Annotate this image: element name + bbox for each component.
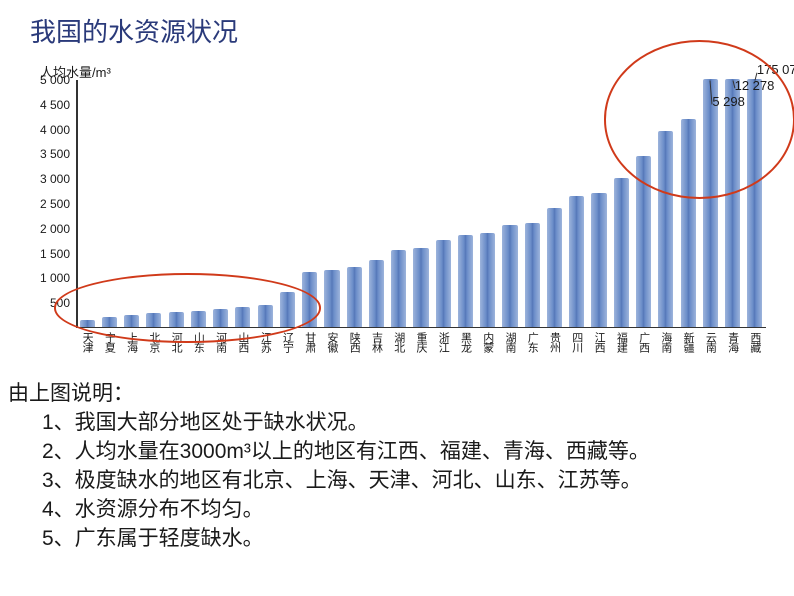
chart-container: 人均水量/m³ 5 0004 5004 0003 5003 0002 5002 … bbox=[20, 62, 770, 372]
y-tick-label: 1 000 bbox=[40, 271, 70, 285]
x-tick-label: 云南 bbox=[704, 332, 715, 352]
page-title: 我国的水资源状况 bbox=[30, 12, 238, 49]
y-tick-label: 2 000 bbox=[40, 222, 70, 236]
y-tick-label: 1 500 bbox=[40, 247, 70, 261]
x-tick-label: 湖南 bbox=[504, 332, 515, 352]
bar bbox=[347, 267, 362, 327]
explanation-item: 3、极度缺水的地区有北京、上海、天津、河北、山东、江苏等。 bbox=[8, 467, 786, 496]
x-tick-label: 新疆 bbox=[682, 332, 693, 352]
bar bbox=[569, 196, 584, 327]
bar bbox=[413, 248, 428, 327]
explanation-item: 1、我国大部分地区处于缺水状况。 bbox=[8, 409, 786, 438]
y-tick-label: 4 500 bbox=[40, 98, 70, 112]
explanation-block: 由上图说明： 1、我国大部分地区处于缺水状况。2、人均水量在3000m³以上的地… bbox=[8, 380, 786, 554]
y-tick-label: 5 000 bbox=[40, 73, 70, 87]
bar bbox=[591, 193, 606, 327]
bar bbox=[480, 233, 495, 327]
x-tick-label: 浙江 bbox=[437, 332, 448, 352]
x-tick-label: 湖北 bbox=[393, 332, 404, 352]
x-tick-label: 青海 bbox=[727, 332, 738, 352]
y-tick-label: 3 500 bbox=[40, 147, 70, 161]
explanation-item: 5、广东属于轻度缺水。 bbox=[8, 525, 786, 554]
ellipse-annotation bbox=[604, 40, 794, 199]
x-tick-label: 海南 bbox=[660, 332, 671, 352]
bar bbox=[525, 223, 540, 327]
explanation-item: 4、水资源分布不均匀。 bbox=[8, 496, 786, 525]
bar bbox=[324, 270, 339, 327]
x-tick-label: 黑龙 bbox=[460, 332, 471, 352]
x-tick-label: 江西 bbox=[593, 332, 604, 352]
explanation-heading: 由上图说明： bbox=[8, 380, 786, 409]
bar bbox=[614, 178, 629, 327]
x-tick-label: 福建 bbox=[615, 332, 626, 352]
x-tick-label: 安徽 bbox=[326, 332, 337, 352]
bar bbox=[547, 208, 562, 327]
x-tick-label: 广东 bbox=[526, 332, 537, 352]
x-tick-label: 辽宁 bbox=[281, 332, 292, 352]
y-tick-label: 4 000 bbox=[40, 123, 70, 137]
explanation-item: 2、人均水量在3000m³以上的地区有江西、福建、青海、西藏等。 bbox=[8, 438, 786, 467]
x-tick-label: 陕西 bbox=[348, 332, 359, 352]
bar bbox=[502, 225, 517, 327]
ellipse-annotation bbox=[54, 273, 321, 342]
x-tick-label: 贵州 bbox=[549, 332, 560, 352]
x-tick-label: 甘肃 bbox=[304, 332, 315, 352]
x-tick-label: 吉林 bbox=[370, 332, 381, 352]
y-tick-label: 3 000 bbox=[40, 172, 70, 186]
x-tick-label: 内蒙 bbox=[482, 332, 493, 352]
bar bbox=[436, 240, 451, 327]
x-tick-label: 重庆 bbox=[415, 332, 426, 352]
bar bbox=[369, 260, 384, 327]
x-tick-label: 西藏 bbox=[749, 332, 760, 352]
x-tick-label: 广西 bbox=[638, 332, 649, 352]
x-tick-label: 天津 bbox=[81, 332, 92, 352]
x-tick-label: 四川 bbox=[571, 332, 582, 352]
bar bbox=[391, 250, 406, 327]
bar bbox=[458, 235, 473, 327]
y-tick-label: 2 500 bbox=[40, 197, 70, 211]
